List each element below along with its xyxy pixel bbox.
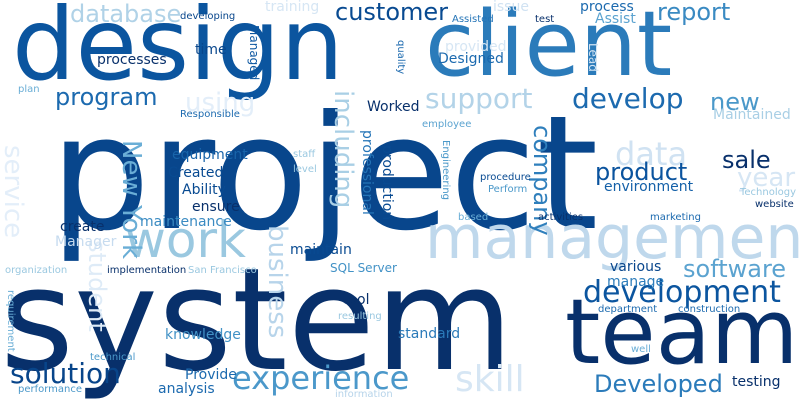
cloud-word: activities [538, 212, 584, 223]
cloud-word: product [595, 158, 688, 186]
cloud-word: database [70, 0, 182, 28]
cloud-word: provided [445, 39, 507, 55]
cloud-word: Perform [488, 184, 528, 195]
cloud-word: developing [180, 11, 236, 22]
cloud-word: development [583, 275, 781, 310]
cloud-word: management [425, 203, 800, 273]
cloud-word: process [580, 0, 634, 15]
cloud-word: level [293, 164, 317, 175]
cloud-word: standard [398, 326, 461, 342]
cloud-word: Assist [595, 11, 636, 27]
cloud-word: customer [335, 0, 449, 26]
cloud-word: issue [493, 0, 529, 15]
cloud-word: sale [722, 146, 771, 174]
cloud-word: Lead [586, 43, 600, 72]
cloud-word: requirement [5, 290, 16, 352]
cloud-word: equipment [172, 147, 248, 163]
cloud-word: new [710, 88, 760, 116]
cloud-word: ensure [192, 199, 240, 215]
cloud-word: San Francisco [188, 265, 257, 276]
cloud-word: report [657, 0, 731, 26]
cloud-word: design [12, 0, 344, 103]
cloud-word: experience [232, 359, 410, 397]
cloud-word: Created [168, 165, 224, 181]
cloud-word: maintain [290, 242, 352, 258]
cloud-word: knowledge [165, 327, 241, 343]
cloud-word: create [60, 219, 105, 235]
cloud-word: employee [422, 119, 472, 130]
cloud-word: Engineering [440, 140, 451, 200]
cloud-word: work [125, 211, 246, 269]
cloud-word: staff [293, 149, 316, 160]
cloud-word: SQL Server [330, 261, 397, 275]
cloud-word: team [565, 280, 799, 385]
cloud-word: organization [5, 265, 68, 276]
cloud-word: Responsible [180, 109, 240, 120]
cloud-word: processes [97, 52, 167, 68]
cloud-word: data [615, 135, 688, 173]
cloud-word: information [335, 389, 393, 400]
cloud-word: service [0, 145, 28, 239]
cloud-word: manage [607, 274, 665, 290]
cloud-word: Managed [247, 25, 261, 81]
cloud-word: Ability [182, 182, 226, 198]
cloud-word: technical [90, 352, 136, 363]
cloud-word: implementation [107, 265, 187, 276]
cloud-word: system [0, 238, 514, 400]
cloud-word: project [50, 82, 599, 266]
cloud-word: construction [678, 304, 741, 315]
cloud-word: time [195, 42, 227, 58]
cloud-word: student [83, 240, 111, 332]
cloud-word: website [755, 199, 794, 210]
cloud-word: program [55, 83, 158, 111]
cloud-word: solution [10, 357, 121, 390]
cloud-word: Developed [594, 370, 723, 398]
cloud-word: department [598, 304, 658, 315]
cloud-word: test [535, 14, 555, 25]
cloud-word: plan [18, 84, 40, 95]
cloud-word: testing [732, 374, 781, 390]
cloud-word: analysis [158, 381, 215, 397]
cloud-word: support [425, 82, 533, 115]
cloud-word: Manager [55, 234, 117, 250]
cloud-word: quality [395, 40, 406, 75]
cloud-word: based [458, 212, 489, 223]
cloud-word: year [737, 163, 796, 193]
cloud-word: develop [572, 82, 684, 115]
cloud-word: using [185, 88, 256, 118]
cloud-word: New York [116, 140, 146, 260]
cloud-word: Worked [367, 99, 420, 115]
cloud-word: Designed [438, 51, 504, 67]
cloud-word: Technology [740, 187, 797, 198]
cloud-word: including [328, 90, 358, 209]
cloud-word: well [631, 344, 651, 355]
cloud-word: software [683, 255, 787, 283]
cloud-word: business [262, 225, 292, 339]
cloud-word: performance [18, 384, 83, 395]
cloud-word: maintenance [140, 214, 232, 230]
cloud-word: environment [604, 179, 694, 195]
cloud-word: marketing [650, 212, 701, 223]
cloud-word: production [379, 145, 395, 221]
cloud-word: resulting [338, 311, 382, 322]
cloud-word: training [265, 0, 320, 15]
cloud-word: client [425, 0, 673, 97]
cloud-word: tool [343, 292, 370, 308]
cloud-word: various [610, 259, 662, 275]
cloud-word: skill [455, 359, 525, 400]
cloud-word: professional [359, 130, 375, 215]
cloud-word: Assisted [452, 14, 494, 25]
cloud-word: Maintained [713, 107, 791, 123]
cloud-word: Provide [185, 367, 237, 383]
cloud-word: procedure [480, 172, 531, 183]
